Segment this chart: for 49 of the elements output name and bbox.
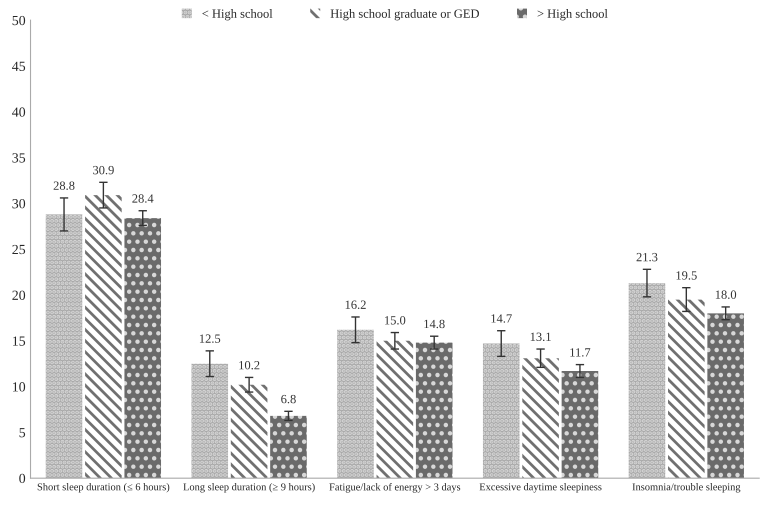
data-label: 10.2: [239, 360, 260, 370]
bar: [628, 283, 666, 478]
bar: [562, 371, 598, 478]
data-label: 15.0: [385, 316, 406, 325]
y-tick-label: 25: [12, 244, 26, 254]
y-tick-label: 0: [19, 474, 26, 484]
x-tick-label: Long sleep duration (≥ 9 hours): [183, 483, 315, 493]
data-label: 30.9: [93, 166, 114, 174]
bar: [337, 330, 374, 478]
bar: [707, 313, 744, 478]
y-tick-label: 20: [12, 290, 26, 300]
legend-label: < High school: [202, 9, 272, 20]
y-tick-label: 30: [12, 198, 26, 208]
y-tick-label: 50: [12, 16, 26, 26]
data-label: 14.7: [491, 314, 512, 323]
bar: [270, 416, 307, 478]
bar: [416, 342, 452, 478]
x-tick-label: Excessive daytime sleepiness: [480, 483, 602, 493]
data-label: 11.7: [570, 348, 590, 357]
data-label: 19.5: [676, 271, 697, 280]
y-tick-label: 5: [20, 428, 26, 438]
bar: [191, 364, 228, 478]
data-label: 6.8: [281, 394, 296, 404]
x-tick-label: Fatigue/lack of energy > 3 days: [329, 483, 460, 493]
legend-label: High school graduate or GED: [330, 9, 479, 20]
bar: [522, 358, 559, 478]
data-label: 18.0: [716, 290, 736, 299]
bar: [230, 384, 268, 478]
y-tick-label: 10: [12, 382, 26, 392]
y-tick-label: 40: [12, 107, 26, 117]
bar: [46, 214, 82, 478]
x-tick-label: Short sleep duration (≤ 6 hours): [38, 483, 170, 492]
bar: [376, 340, 414, 478]
bar: [85, 195, 122, 478]
y-tick-label: 35: [12, 153, 26, 163]
data-label: 28.4: [132, 194, 154, 203]
bar: [482, 344, 520, 478]
x-tick-label: Insomnia/trouble sleeping: [632, 483, 740, 493]
data-label: 21.3: [636, 252, 658, 262]
data-label: 14.8: [424, 320, 445, 328]
y-tick-label: 45: [12, 62, 26, 71]
data-label: 12.5: [200, 334, 220, 343]
data-label: 28.8: [54, 181, 74, 190]
data-label: 13.1: [530, 332, 551, 342]
bar: [668, 300, 705, 478]
legend-label: > High school: [538, 9, 608, 20]
bar: [124, 218, 162, 478]
data-label: 16.2: [346, 300, 366, 309]
y-tick-label: 15: [12, 336, 26, 346]
